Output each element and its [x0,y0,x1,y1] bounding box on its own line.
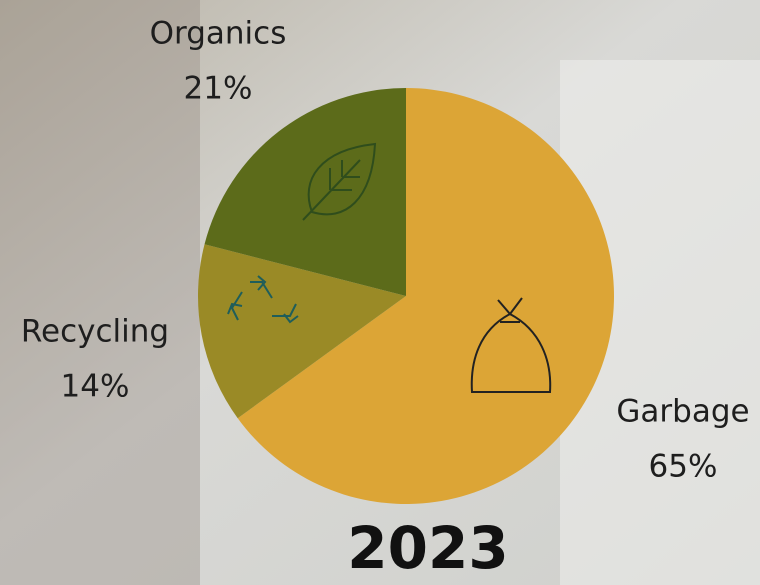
slice-label: Garbage [616,394,749,430]
organics-icon [302,142,377,221]
chart-title: 2023 [347,514,508,582]
slice-value-label: 14% [61,369,130,405]
pie-slice [237,88,614,504]
garbage-icon [470,297,552,393]
slice-label: Recycling [21,314,169,350]
slice-label: Organics [150,16,287,52]
background-shade [0,0,200,585]
slice-value-label: 21% [184,71,253,107]
pie-slice [204,87,406,297]
recycling-icon [227,275,299,324]
slice-value-label: 65% [649,449,718,485]
pie-slice [198,244,406,419]
pie [198,87,614,504]
